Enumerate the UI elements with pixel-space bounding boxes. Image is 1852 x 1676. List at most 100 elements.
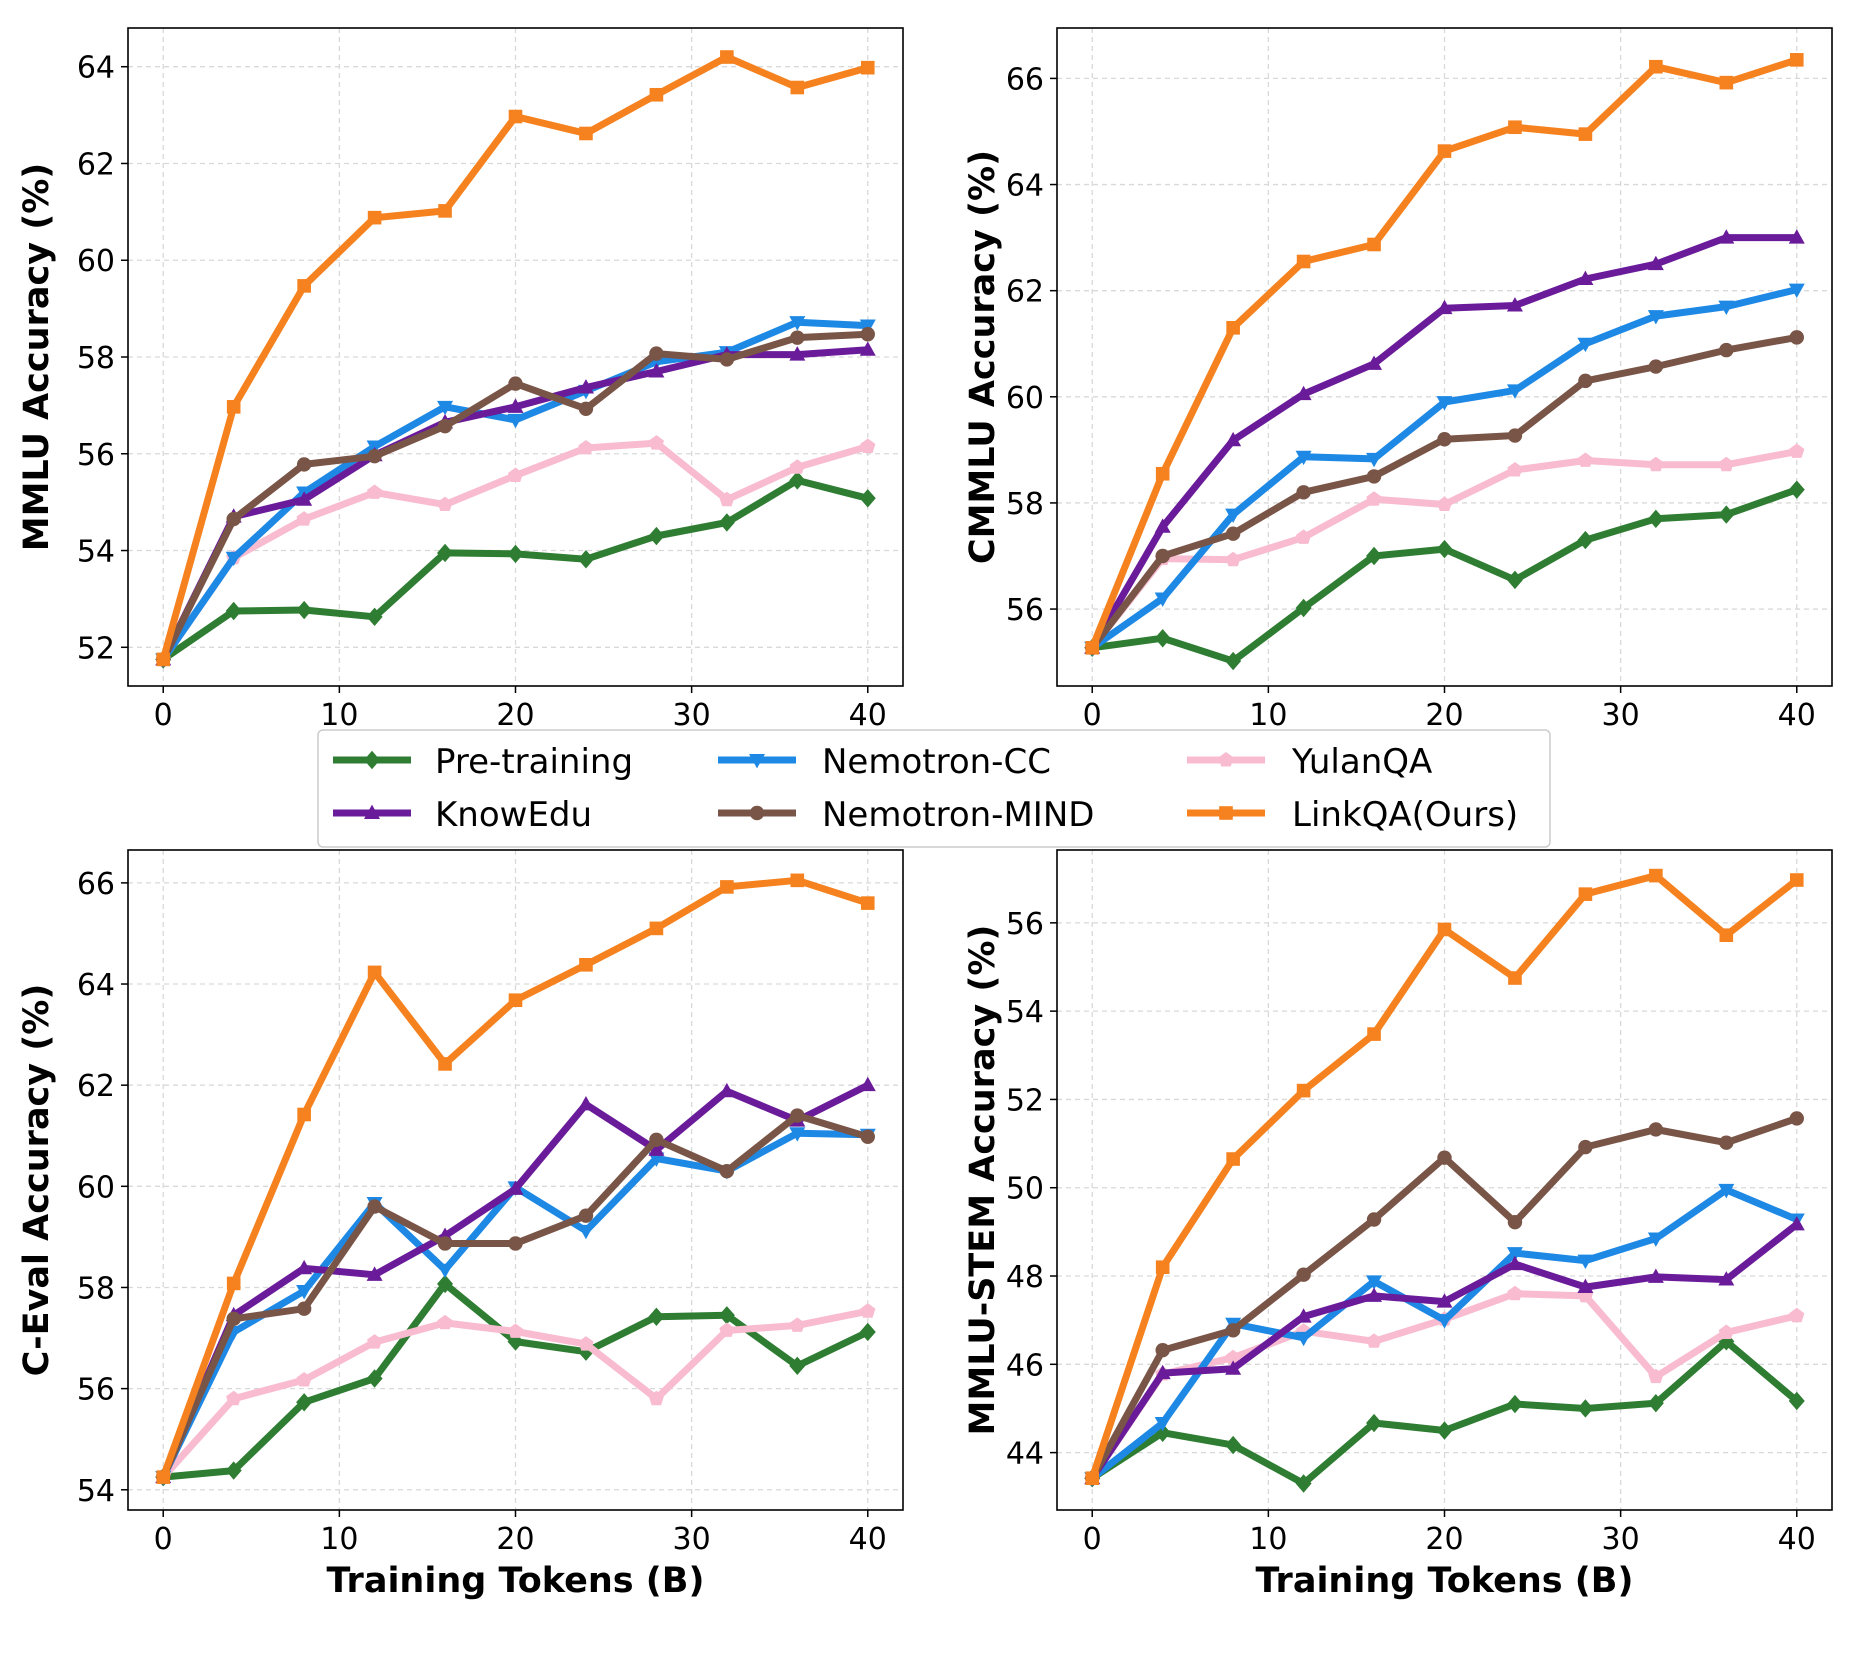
data-point-linkqa-ours <box>790 80 805 95</box>
data-point-nemotron-cc <box>1718 300 1735 315</box>
data-point-nemotron-mind <box>1437 1150 1452 1165</box>
x-tick-label: 40 <box>849 698 887 733</box>
data-point-knowedu <box>577 379 594 394</box>
data-point-yulanqa <box>1789 443 1805 458</box>
data-point-nemotron-mind <box>508 376 523 391</box>
data-point-yulanqa <box>1507 1285 1523 1301</box>
data-point-knowedu <box>1366 1287 1383 1302</box>
x-tick-label: 20 <box>496 1522 534 1557</box>
data-point-linkqa-ours <box>508 109 523 124</box>
data-point-linkqa-ours <box>579 126 593 141</box>
data-point-pre-training <box>648 526 665 546</box>
data-point-linkqa-ours <box>1437 922 1452 937</box>
data-point-linkqa-ours <box>860 60 875 75</box>
data-point-linkqa-ours <box>1578 887 1593 901</box>
y-tick-label: 60 <box>77 244 115 279</box>
data-point-knowedu <box>1295 385 1312 401</box>
x-tick-label: 30 <box>1602 1522 1640 1557</box>
legend: Pre-training Nemotron-CC YulanQA KnowEdu… <box>317 729 1551 848</box>
data-point-knowedu <box>859 1076 876 1092</box>
data-point-yulanqa <box>1296 529 1312 544</box>
data-point-nemotron-mind <box>649 1132 664 1147</box>
data-point-linkqa-ours <box>1226 1152 1240 1166</box>
data-point-nemotron-cc <box>1154 1417 1171 1432</box>
series-nemotron-mind <box>1085 1111 1804 1486</box>
data-point-linkqa-ours <box>649 921 664 936</box>
data-point-pre-training <box>648 1307 665 1327</box>
data-point-yulanqa <box>507 1323 524 1338</box>
data-point-yulanqa <box>1507 462 1523 477</box>
data-point-linkqa-ours <box>1437 144 1452 158</box>
y-tick-label: 54 <box>1006 995 1044 1030</box>
data-point-pre-training <box>1366 546 1383 566</box>
data-point-nemotron-cc <box>1577 1254 1594 1269</box>
data-point-yulanqa <box>1225 1349 1241 1365</box>
data-point-yulanqa <box>1366 1333 1382 1348</box>
data-point-nemotron-mind <box>226 511 241 527</box>
y-tick-label: 62 <box>77 1069 115 1104</box>
data-point-linkqa-ours <box>1719 75 1734 90</box>
data-point-nemotron-mind <box>1296 1267 1311 1282</box>
data-point-linkqa-ours <box>790 873 805 888</box>
series-linkqa-ours <box>156 873 875 1484</box>
data-point-pre-training <box>1788 1391 1805 1411</box>
data-point-nemotron-mind <box>1225 526 1241 541</box>
data-point-yulanqa <box>1718 1324 1734 1339</box>
legend-label-pre-training: Pre-training <box>435 742 633 782</box>
y-tick-label: 54 <box>77 535 115 570</box>
data-point-pre-training <box>296 1393 313 1412</box>
data-point-pre-training <box>225 601 242 621</box>
legend-marker-shape <box>1218 752 1234 767</box>
legend-label-nemotron-mind: Nemotron-MIND <box>822 795 1094 835</box>
data-point-nemotron-mind <box>1578 1139 1593 1155</box>
data-point-knowedu <box>718 1082 735 1098</box>
legend-entry-pre-training: Pre-training <box>333 742 633 782</box>
data-point-nemotron-mind <box>367 1199 382 1214</box>
data-point-yulanqa <box>1789 1307 1805 1323</box>
data-point-knowedu <box>1718 1271 1735 1286</box>
data-point-nemotron-cc <box>437 400 454 416</box>
legend-entry-knowedu: KnowEdu <box>333 795 592 835</box>
legend-label-linkqa: LinkQA(Ours) <box>1292 795 1518 835</box>
data-point-linkqa-ours <box>226 400 241 414</box>
y-tick-label: 64 <box>77 51 115 86</box>
data-point-nemotron-mind <box>1437 432 1452 447</box>
series-pre-training <box>155 471 876 669</box>
data-point-linkqa-ours <box>1508 971 1522 985</box>
data-point-pre-training <box>789 1356 806 1376</box>
data-point-knowedu <box>577 1095 594 1111</box>
data-point-linkqa-ours <box>1719 928 1734 943</box>
y-tick-label: 66 <box>1006 62 1044 97</box>
data-point-pre-training <box>1436 1421 1453 1440</box>
y-tick-label: 52 <box>77 631 115 666</box>
data-point-linkqa-ours <box>1367 237 1381 252</box>
data-point-nemotron-cc <box>1718 1183 1735 1199</box>
series-knowedu <box>1084 229 1805 654</box>
y-tick-label: 48 <box>1006 1260 1044 1295</box>
data-point-yulanqa <box>296 511 312 526</box>
data-point-nemotron-mind <box>1155 1342 1170 1358</box>
x-tick-label: 40 <box>1778 1522 1816 1557</box>
data-point-pre-training <box>1225 1435 1242 1455</box>
data-point-pre-training <box>1647 1393 1664 1413</box>
data-point-pre-training <box>1154 629 1171 648</box>
legend-marker-shape <box>749 805 765 821</box>
data-point-nemotron-mind <box>1719 1135 1734 1150</box>
data-point-pre-training <box>437 543 454 563</box>
data-point-yulanqa <box>296 1372 312 1387</box>
data-point-pre-training <box>718 513 735 532</box>
data-point-yulanqa <box>719 491 735 507</box>
data-point-pre-training <box>1577 530 1594 550</box>
x-tick-label: 40 <box>1778 698 1816 733</box>
y-tick-label: 60 <box>1006 381 1044 416</box>
data-point-nemotron-mind <box>649 346 664 361</box>
c-eval-chart: 0 10 20 30 40 54 56 58 60 62 64 66 C-Eval Accuracy (… <box>17 849 904 1601</box>
data-point-yulanqa <box>860 1303 876 1318</box>
data-point-nemotron-mind <box>790 1108 805 1123</box>
data-point-nemotron-mind <box>226 1311 241 1327</box>
data-point-nemotron-cc <box>1506 384 1523 399</box>
y-axis-label: MMLU-STEM Accuracy (%) <box>963 925 1003 1436</box>
data-point-yulanqa <box>437 496 453 511</box>
data-point-pre-training <box>366 1369 383 1388</box>
y-tick-label: 62 <box>77 147 115 182</box>
